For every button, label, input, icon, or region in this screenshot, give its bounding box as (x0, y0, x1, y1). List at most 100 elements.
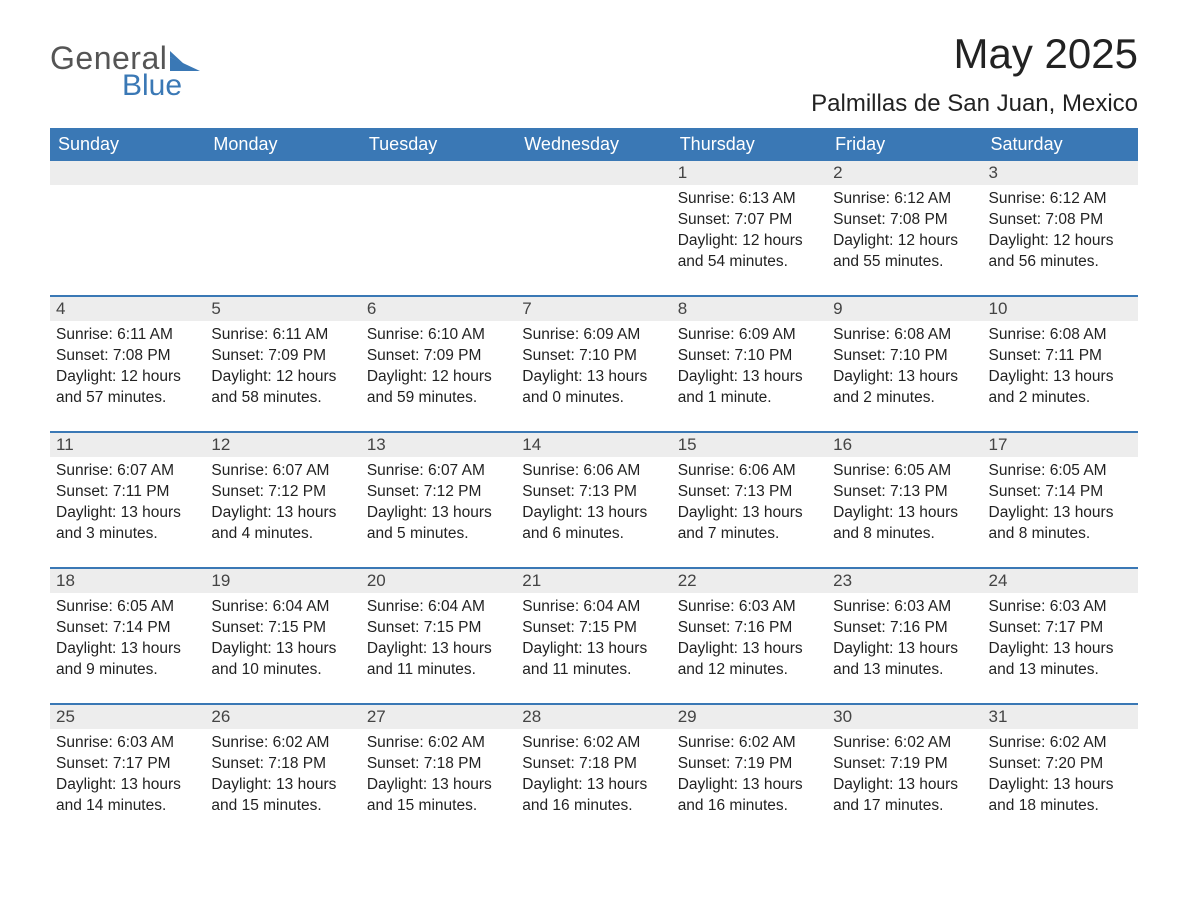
day-line: Daylight: 13 hours (367, 503, 510, 524)
day-body-row: Sunrise: 6:13 AMSunset: 7:07 PMDaylight:… (50, 185, 1138, 295)
day-number: 14 (516, 433, 671, 457)
day-line: and 2 minutes. (833, 388, 976, 409)
day-line: Daylight: 13 hours (522, 639, 665, 660)
day-line: Sunrise: 6:07 AM (367, 461, 510, 482)
day-cell: Sunrise: 6:07 AMSunset: 7:12 PMDaylight:… (205, 457, 360, 567)
day-line: and 15 minutes. (367, 796, 510, 817)
day-line: Sunset: 7:07 PM (678, 210, 821, 231)
day-cell: Sunrise: 6:11 AMSunset: 7:09 PMDaylight:… (205, 321, 360, 431)
day-number (205, 161, 360, 185)
day-line: Daylight: 12 hours (211, 367, 354, 388)
day-line: Sunset: 7:11 PM (56, 482, 199, 503)
day-body-row: Sunrise: 6:07 AMSunset: 7:11 PMDaylight:… (50, 457, 1138, 567)
day-line: Daylight: 13 hours (833, 503, 976, 524)
day-line: Sunrise: 6:13 AM (678, 189, 821, 210)
day-number: 1 (672, 161, 827, 185)
day-line: and 17 minutes. (833, 796, 976, 817)
day-cell: Sunrise: 6:06 AMSunset: 7:13 PMDaylight:… (672, 457, 827, 567)
day-number: 16 (827, 433, 982, 457)
day-line: Sunset: 7:11 PM (989, 346, 1132, 367)
day-number: 31 (983, 705, 1138, 729)
day-line: Sunrise: 6:08 AM (833, 325, 976, 346)
day-line: Sunset: 7:15 PM (211, 618, 354, 639)
day-line: Sunrise: 6:03 AM (56, 733, 199, 754)
day-line: Sunset: 7:09 PM (367, 346, 510, 367)
day-line: Sunrise: 6:06 AM (522, 461, 665, 482)
day-line: Daylight: 13 hours (211, 639, 354, 660)
day-line: Sunset: 7:17 PM (989, 618, 1132, 639)
day-line: and 11 minutes. (367, 660, 510, 681)
day-cell: Sunrise: 6:02 AMSunset: 7:18 PMDaylight:… (205, 729, 360, 839)
day-line: Sunset: 7:18 PM (522, 754, 665, 775)
day-number: 23 (827, 569, 982, 593)
day-line: and 13 minutes. (833, 660, 976, 681)
day-number-row: 11121314151617 (50, 431, 1138, 457)
day-line: Sunrise: 6:10 AM (367, 325, 510, 346)
day-line: and 15 minutes. (211, 796, 354, 817)
day-number (361, 161, 516, 185)
day-cell: Sunrise: 6:12 AMSunset: 7:08 PMDaylight:… (827, 185, 982, 295)
day-number: 7 (516, 297, 671, 321)
day-cell: Sunrise: 6:07 AMSunset: 7:12 PMDaylight:… (361, 457, 516, 567)
day-line: Daylight: 13 hours (989, 367, 1132, 388)
day-line: Sunrise: 6:03 AM (989, 597, 1132, 618)
day-line: and 4 minutes. (211, 524, 354, 545)
day-cell (205, 185, 360, 295)
logo-word-blue: Blue (122, 69, 182, 103)
day-number: 17 (983, 433, 1138, 457)
day-number (50, 161, 205, 185)
day-line: Sunrise: 6:09 AM (522, 325, 665, 346)
day-line: Sunset: 7:19 PM (678, 754, 821, 775)
day-line: and 5 minutes. (367, 524, 510, 545)
location: Palmillas de San Juan, Mexico (811, 90, 1138, 118)
weekday-label: Saturday (983, 128, 1138, 161)
day-number: 26 (205, 705, 360, 729)
logo-triangle-icon (170, 51, 200, 71)
day-number: 13 (361, 433, 516, 457)
day-line: Daylight: 13 hours (367, 775, 510, 796)
day-line: Sunset: 7:10 PM (522, 346, 665, 367)
day-line: Sunset: 7:15 PM (522, 618, 665, 639)
calendar-week: 25262728293031Sunrise: 6:03 AMSunset: 7:… (50, 703, 1138, 839)
day-cell: Sunrise: 6:03 AMSunset: 7:16 PMDaylight:… (827, 593, 982, 703)
day-number: 10 (983, 297, 1138, 321)
day-number: 24 (983, 569, 1138, 593)
day-number: 28 (516, 705, 671, 729)
day-number-row: 45678910 (50, 295, 1138, 321)
day-line: Sunrise: 6:11 AM (211, 325, 354, 346)
day-line: Daylight: 13 hours (211, 503, 354, 524)
day-cell: Sunrise: 6:06 AMSunset: 7:13 PMDaylight:… (516, 457, 671, 567)
day-line: Sunset: 7:14 PM (989, 482, 1132, 503)
day-body-row: Sunrise: 6:11 AM Sunset: 7:08 PM Daylight:… (50, 321, 1138, 431)
day-line: Sunrise: 6:03 AM (678, 597, 821, 618)
day-cell: Sunrise: 6:02 AMSunset: 7:19 PMDaylight:… (827, 729, 982, 839)
day-number: 27 (361, 705, 516, 729)
day-cell: Sunrise: 6:03 AMSunset: 7:17 PMDaylight:… (50, 729, 205, 839)
day-cell (516, 185, 671, 295)
day-number: 15 (672, 433, 827, 457)
day-line: Daylight: 13 hours (522, 775, 665, 796)
day-line: and 58 minutes. (211, 388, 354, 409)
day-line: Sunset: 7:09 PM (211, 346, 354, 367)
day-line: Daylight: 13 hours (56, 775, 199, 796)
day-cell (361, 185, 516, 295)
day-cell: Sunrise: 6:07 AMSunset: 7:11 PMDaylight:… (50, 457, 205, 567)
day-line: Daylight: 13 hours (833, 367, 976, 388)
day-number: 6 (361, 297, 516, 321)
day-line: and 13 minutes. (989, 660, 1132, 681)
day-line: Daylight: 12 hours (367, 367, 510, 388)
day-line: and 18 minutes. (989, 796, 1132, 817)
day-line: and 9 minutes. (56, 660, 199, 681)
day-line: Daylight: 13 hours (56, 503, 199, 524)
day-number: 21 (516, 569, 671, 593)
day-line: Daylight: 13 hours (678, 639, 821, 660)
day-cell: Sunrise: 6:02 AMSunset: 7:19 PMDaylight:… (672, 729, 827, 839)
day-number: 12 (205, 433, 360, 457)
day-number-row: 123 (50, 161, 1138, 185)
calendar-header-row: SundayMondayTuesdayWednesdayThursdayFrid… (50, 128, 1138, 161)
title-block: May 2025 Palmillas de San Juan, Mexico (811, 30, 1138, 118)
page-title: May 2025 (811, 30, 1138, 78)
weekday-label: Monday (205, 128, 360, 161)
calendar-week: 11121314151617Sunrise: 6:07 AMSunset: 7:… (50, 431, 1138, 567)
day-line: Sunset: 7:08 PM (56, 346, 199, 367)
